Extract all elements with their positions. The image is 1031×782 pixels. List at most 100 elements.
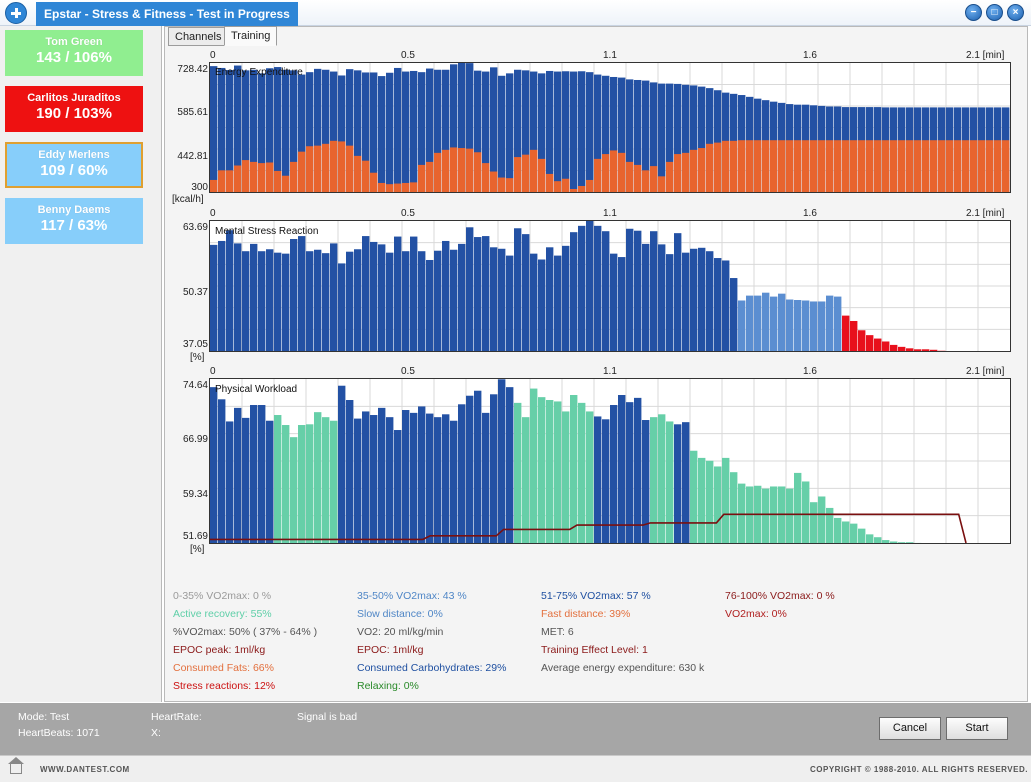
chart-title: Energy Expenditure bbox=[215, 67, 303, 78]
copyright: COPYRIGHT © 1988-2010. ALL RIGHTS RESERV… bbox=[810, 765, 1028, 774]
stress-bar bbox=[890, 344, 898, 351]
energy-total-bar bbox=[498, 75, 506, 192]
stress-bar bbox=[906, 348, 914, 351]
energy-fat-bar bbox=[618, 152, 626, 192]
title-bar: Epstar - Stress & Fitness - Test in Prog… bbox=[0, 0, 1031, 26]
athlete-card[interactable]: Eddy Merlens 109 / 60% bbox=[5, 142, 143, 188]
energy-fat-bar bbox=[234, 165, 242, 192]
tab-training[interactable]: Training bbox=[224, 26, 278, 46]
stress-bar bbox=[538, 259, 546, 351]
stress-bar bbox=[482, 236, 490, 351]
athlete-card[interactable]: Carlitos Juraditos 190 / 103% bbox=[5, 86, 143, 132]
x-label: X: bbox=[151, 727, 161, 739]
athlete-card[interactable]: Tom Green 143 / 106% bbox=[5, 30, 143, 76]
energy-total-bar bbox=[594, 74, 602, 192]
energy-total-bar bbox=[218, 67, 226, 192]
energy-total-bar bbox=[706, 88, 714, 192]
x-tick: 0 bbox=[210, 366, 216, 377]
workload-bar bbox=[378, 407, 386, 543]
workload-bar bbox=[274, 415, 282, 543]
workload-bar bbox=[298, 425, 306, 543]
workload-bar bbox=[322, 417, 330, 543]
website-link[interactable]: WWW.DANTEST.COM bbox=[40, 765, 130, 774]
tab-channels[interactable]: Channels bbox=[168, 27, 229, 46]
energy-fat-bar bbox=[802, 140, 810, 192]
stress-bar bbox=[218, 240, 226, 351]
stress-bar bbox=[642, 243, 650, 351]
energy-total-bar bbox=[610, 76, 618, 192]
energy-fat-bar bbox=[402, 182, 410, 192]
stress-bar bbox=[514, 228, 522, 351]
energy-fat-bar bbox=[978, 140, 986, 192]
energy-fat-bar bbox=[242, 160, 250, 192]
athlete-name: Tom Green bbox=[45, 36, 103, 48]
home-icon[interactable] bbox=[8, 757, 24, 774]
energy-fat-bar bbox=[458, 148, 466, 192]
stress-bar bbox=[554, 255, 562, 351]
energy-total-bar bbox=[506, 73, 514, 192]
energy-fat-bar bbox=[610, 150, 618, 192]
stress-bar bbox=[410, 236, 418, 351]
energy-fat-bar bbox=[570, 188, 578, 192]
energy-fat-bar bbox=[314, 145, 322, 192]
x-tick: 1.1 bbox=[603, 208, 617, 219]
workload-bar bbox=[906, 542, 914, 543]
energy-fat-bar bbox=[482, 163, 490, 192]
stress-bar bbox=[754, 295, 762, 351]
stress-bar bbox=[290, 239, 298, 351]
x-tick: 1.1 bbox=[603, 50, 617, 61]
x-tick: 2.1 [min] bbox=[966, 208, 1005, 219]
workload-bar bbox=[330, 420, 338, 543]
workload-bar bbox=[818, 496, 826, 543]
workload-bar bbox=[226, 421, 234, 543]
stress-bar bbox=[842, 315, 850, 351]
stress-bar bbox=[426, 259, 434, 351]
workload-bar bbox=[482, 412, 490, 543]
stress-bar bbox=[634, 230, 642, 351]
workload-bar bbox=[370, 415, 378, 543]
y-tick: 74.64 bbox=[182, 380, 208, 391]
workload-bar bbox=[386, 417, 394, 543]
energy-fat-bar bbox=[250, 161, 258, 192]
start-button[interactable]: Start bbox=[946, 717, 1008, 740]
workload-bar bbox=[722, 457, 730, 543]
stress-bar bbox=[826, 295, 834, 351]
stat-stress-reactions: Stress reactions: 12% bbox=[173, 680, 276, 692]
minimize-button[interactable]: − bbox=[965, 4, 982, 21]
close-button[interactable]: × bbox=[1007, 4, 1024, 21]
workload-bar bbox=[674, 424, 682, 543]
workload-bar bbox=[658, 414, 666, 543]
energy-fat-bar bbox=[586, 179, 594, 192]
stress-bar bbox=[314, 249, 322, 351]
workload-bar bbox=[538, 397, 546, 543]
workload-bar bbox=[450, 420, 458, 543]
energy-fat-bar bbox=[682, 152, 690, 192]
energy-fat-bar bbox=[954, 140, 962, 192]
energy-total-bar bbox=[298, 74, 306, 192]
workload-bar bbox=[338, 385, 346, 543]
app-plus-icon[interactable] bbox=[5, 2, 27, 24]
workload-bar bbox=[554, 401, 562, 543]
y-tick: 37.05 bbox=[182, 339, 208, 350]
maximize-button[interactable]: □ bbox=[986, 4, 1003, 21]
athlete-card[interactable]: Benny Daems 117 / 63% bbox=[5, 198, 143, 244]
stress-bar bbox=[930, 349, 938, 351]
athlete-name: Carlitos Juraditos bbox=[27, 92, 121, 104]
energy-total-bar bbox=[618, 77, 626, 192]
workload-bar bbox=[522, 417, 530, 543]
energy-total-bar bbox=[426, 68, 434, 192]
workload-bar bbox=[610, 405, 618, 543]
stress-bar bbox=[810, 301, 818, 351]
stat-vo2max: VO2max: 0% bbox=[725, 608, 787, 620]
workload-bar bbox=[410, 412, 418, 543]
stress-bar bbox=[506, 255, 514, 351]
stress-bar bbox=[578, 225, 586, 351]
energy-fat-bar bbox=[394, 183, 402, 192]
energy-fat-bar bbox=[330, 140, 338, 192]
energy-fat-bar bbox=[698, 148, 706, 192]
workload-bar bbox=[282, 425, 290, 543]
energy-fat-bar bbox=[714, 142, 722, 192]
cancel-button[interactable]: Cancel bbox=[879, 717, 941, 740]
stress-bar bbox=[274, 252, 282, 351]
energy-fat-bar bbox=[266, 162, 274, 192]
